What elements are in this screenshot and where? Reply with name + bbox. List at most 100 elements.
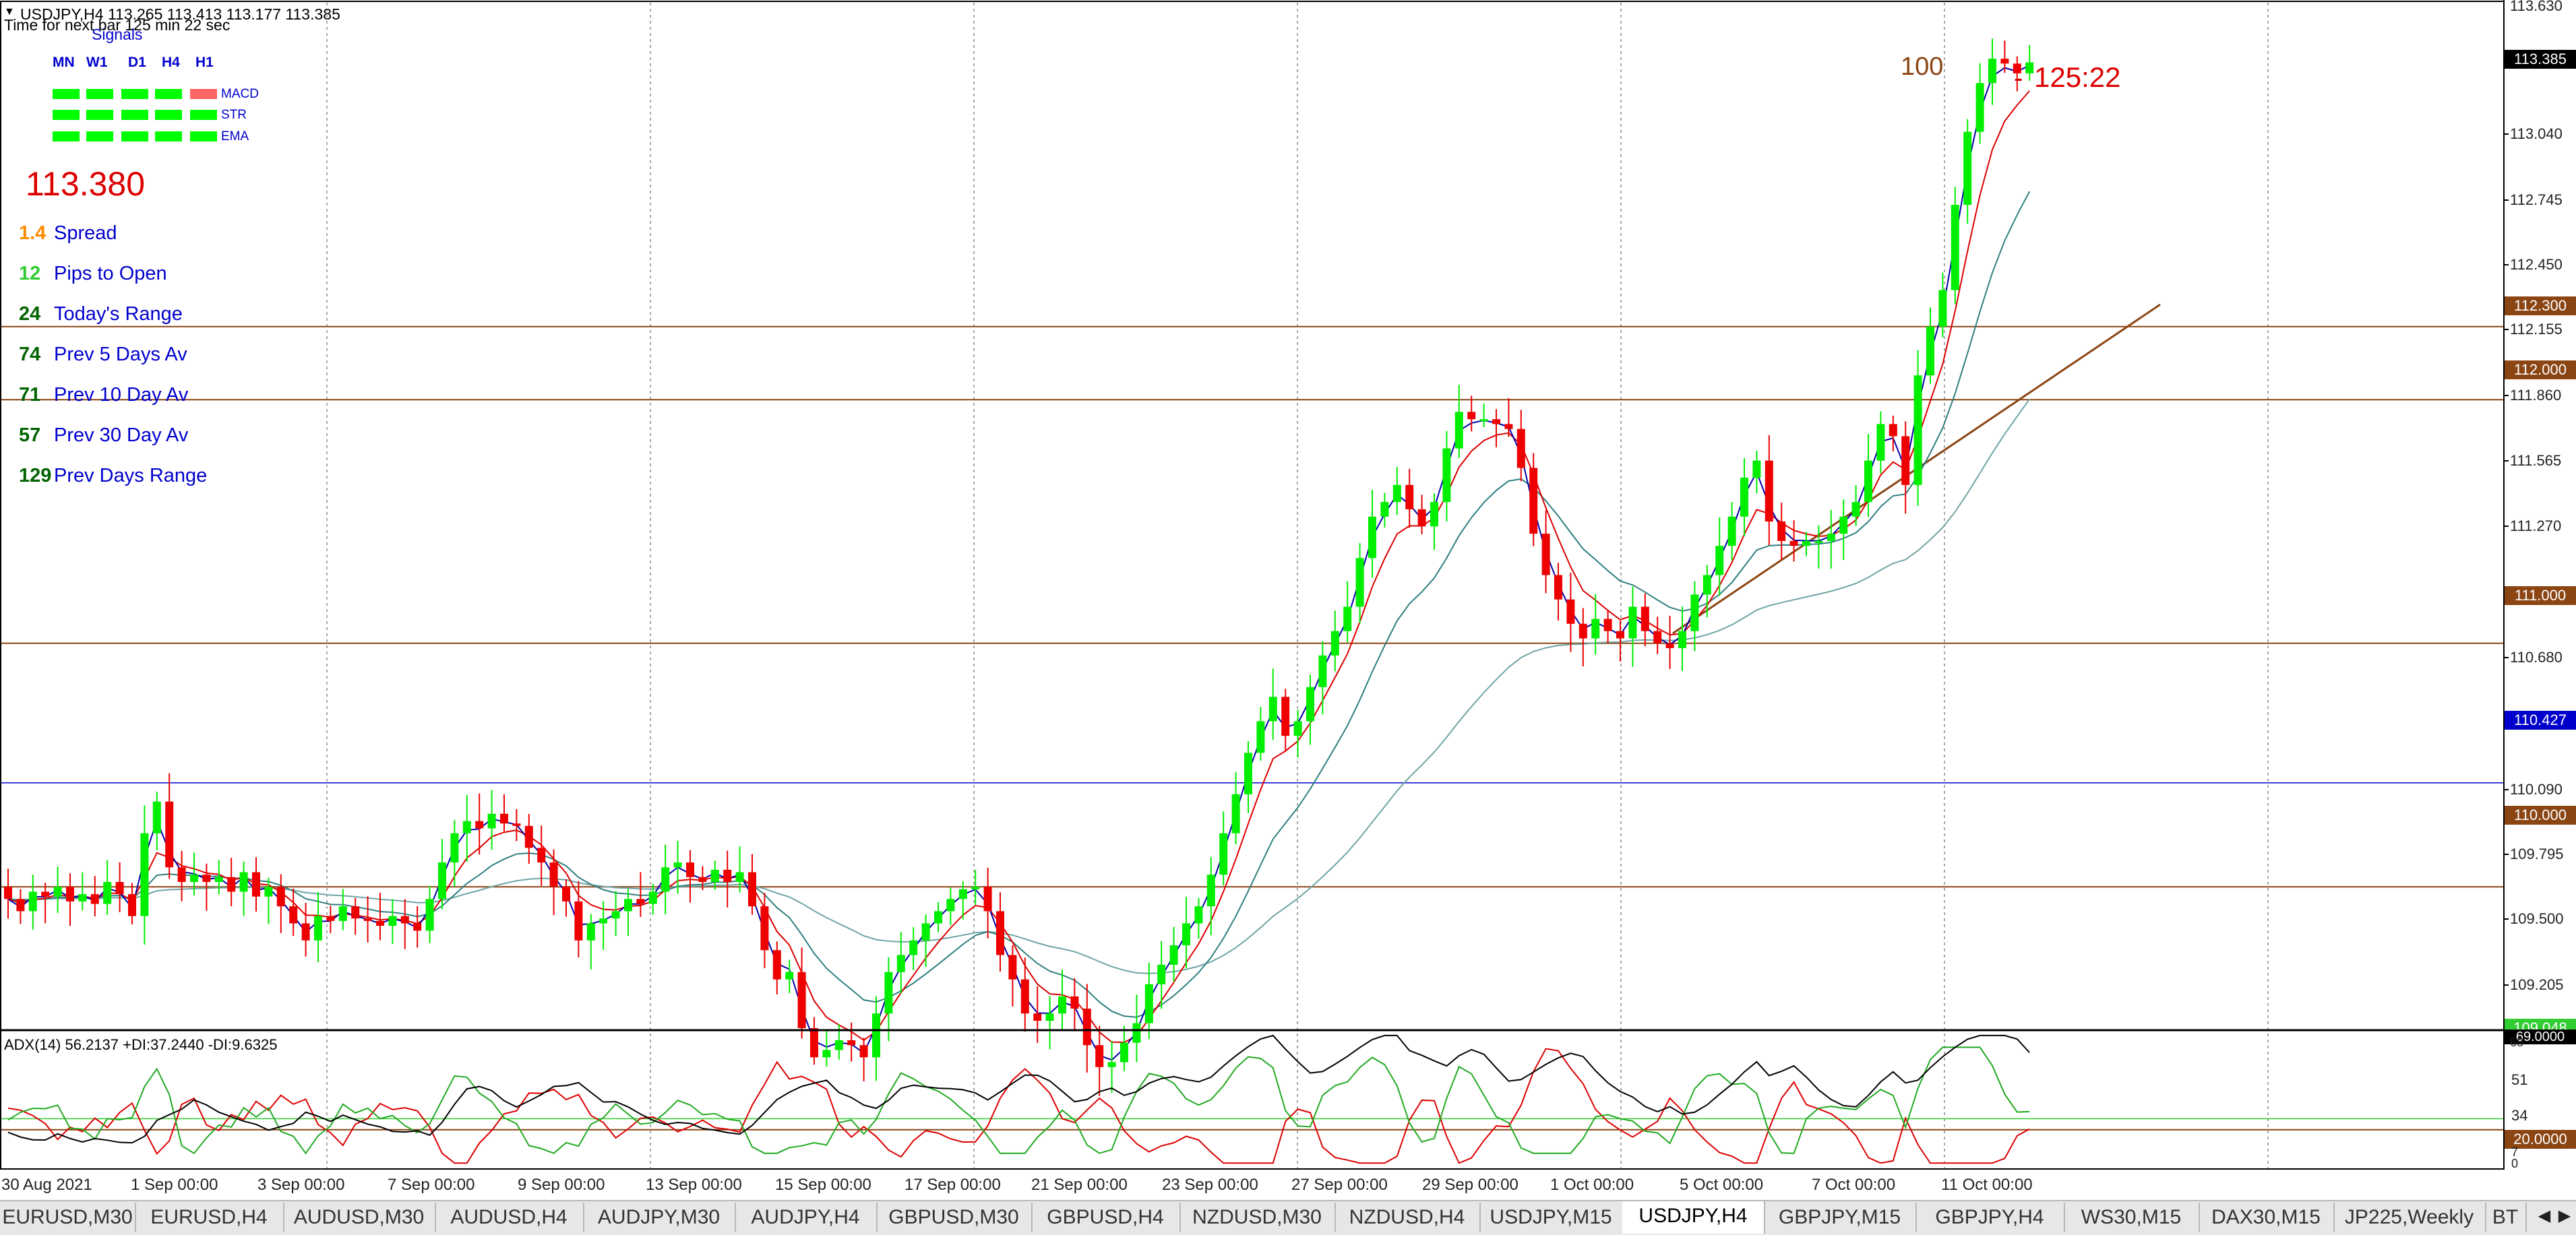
price-tick-label: 109.205 [2510,976,2564,993]
candle-bear [1008,955,1017,980]
tab-scroll-right-icon[interactable]: ▶ [2558,1207,2571,1225]
candle-bull [28,891,37,912]
candle-bull [1058,996,1066,1014]
candle-bear [41,891,50,897]
price-tick-mark [2504,854,2509,855]
candle-bear [363,918,372,921]
candle-bear [1504,424,1513,429]
date-tick-label: 5 Oct 00:00 [1680,1176,1764,1194]
chart-border [0,1,2505,1170]
candle-bull [1045,1013,1054,1021]
stat-label: Prev Days Range [54,465,208,486]
price-tick-label: 111.860 [2510,387,2562,404]
candle-bear [1640,606,1649,631]
candle-bull [1430,502,1438,527]
candle-bull [1380,502,1389,517]
candle-bull [946,899,955,912]
candle-bull [1752,460,1761,478]
price-marker-box: 112.300 [2505,296,2576,315]
tab-scroll-left-icon[interactable]: ◀ [2538,1207,2551,1225]
tab-audusd-m30[interactable]: AUDUSD,M30 [283,1203,436,1232]
signal-cell-ema-h1 [190,131,217,141]
date-tick-label: 13 Sep 00:00 [646,1176,742,1194]
candle-bull [1876,424,1885,461]
countdown-label: 125:22 [2034,61,2121,93]
candlesticks [4,38,2034,1096]
candle-bull [1839,516,1848,534]
signal-cell-macd-d1 [121,89,148,99]
price-tick-mark [2504,329,2509,330]
tf-mn: MN [53,55,75,70]
candle-bull [1740,477,1748,517]
tab-usdjpy-h4[interactable]: USDJPY,H4 [1622,1201,1765,1234]
candle-bull [921,923,930,941]
candle-bull [1591,619,1600,639]
candle-bull [1442,448,1451,503]
price-tick-label: 112.745 [2510,191,2563,208]
tab-bt[interactable]: BT [2485,1203,2527,1232]
candle-bear [512,823,521,826]
candle-bear [1653,631,1662,643]
price-tick-mark [2504,526,2509,527]
candle-bull [1951,205,1959,290]
tab-audjpy-h4[interactable]: AUDJPY,H4 [735,1203,878,1232]
candle-bear [1033,1013,1042,1021]
tab-eurusd-m30[interactable]: EURUSD,M30 [0,1203,136,1232]
tab-eurusd-h4[interactable]: EURUSD,H4 [135,1203,284,1232]
chart-grid [326,3,2269,1169]
candle-bear [636,899,645,904]
candle-bull [1802,540,1810,546]
tab-nzdusd-m30[interactable]: NZDUSD,M30 [1179,1203,1336,1232]
tab-gbpjpy-h4[interactable]: GBPJPY,H4 [1915,1203,2065,1232]
candle-bear [413,923,422,931]
candle-bull [1206,875,1215,907]
stat-value: 24 [19,303,41,325]
candle-bear [1095,1045,1104,1067]
candle-bear [562,887,570,901]
tab-dax30-m15[interactable]: DAX30,M15 [2199,1203,2335,1232]
candle-bear [1901,436,1910,485]
tab-gbpjpy-m15[interactable]: GBPJPY,M15 [1764,1203,1917,1232]
candle-bear [983,887,992,912]
candle-bull [1219,833,1228,875]
candle-bull [735,872,744,883]
tab-gbpusd-h4[interactable]: GBPUSD,H4 [1031,1203,1181,1232]
stat-label: Prev 10 Day Av [54,384,189,406]
candle-bull [822,1050,831,1058]
signal-cell-macd-h4 [155,89,182,99]
candle-bear [227,877,236,892]
price-marker-box: 113.385 [2505,50,2576,69]
candle-bull [1392,484,1401,503]
date-tick-label: 11 Oct 00:00 [1941,1176,2033,1194]
tab-ws30-m15[interactable]: WS30,M15 [2064,1203,2200,1232]
date-tick-label: 15 Sep 00:00 [775,1176,871,1194]
candle-bear [810,1027,818,1058]
tab-usdjpy-m15[interactable]: USDJPY,M15 [1479,1203,1624,1232]
tab-nzdusd-h4[interactable]: NZDUSD,H4 [1335,1203,1481,1232]
tab-audusd-h4[interactable]: AUDUSD,H4 [435,1203,584,1232]
tab-gbpusd-m30[interactable]: GBPUSD,M30 [876,1203,1033,1232]
candle-bull [872,1013,880,1058]
tab-audjpy-m30[interactable]: AUDJPY,M30 [583,1203,736,1232]
adx-tick-34: 34 [2511,1107,2528,1124]
candle-bull [1182,923,1190,946]
candle-bear [1765,460,1773,521]
candle-bull [624,899,632,912]
candle-bull [487,813,496,829]
moving-averages [7,65,2031,1061]
candle-bull [450,833,459,863]
stat-label: Today's Range [54,303,183,325]
adx-tick-51: 51 [2511,1071,2528,1088]
candle-bear [859,1045,868,1058]
candle-bull [661,867,670,892]
candle-bear [1578,623,1587,639]
candle-bear [1665,643,1674,648]
price-tick-mark [2504,264,2509,265]
tab-jp225-weekly[interactable]: JP225,Weekly [2333,1203,2486,1232]
price-tick-label: 113.040 [2510,125,2563,142]
stat-value: 71 [19,384,41,406]
collapse-arrow-icon[interactable]: ▼ [4,6,15,18]
price-chart[interactable] [0,0,2576,1200]
ma-line-fast [7,65,2030,1061]
candle-bull [958,889,967,899]
